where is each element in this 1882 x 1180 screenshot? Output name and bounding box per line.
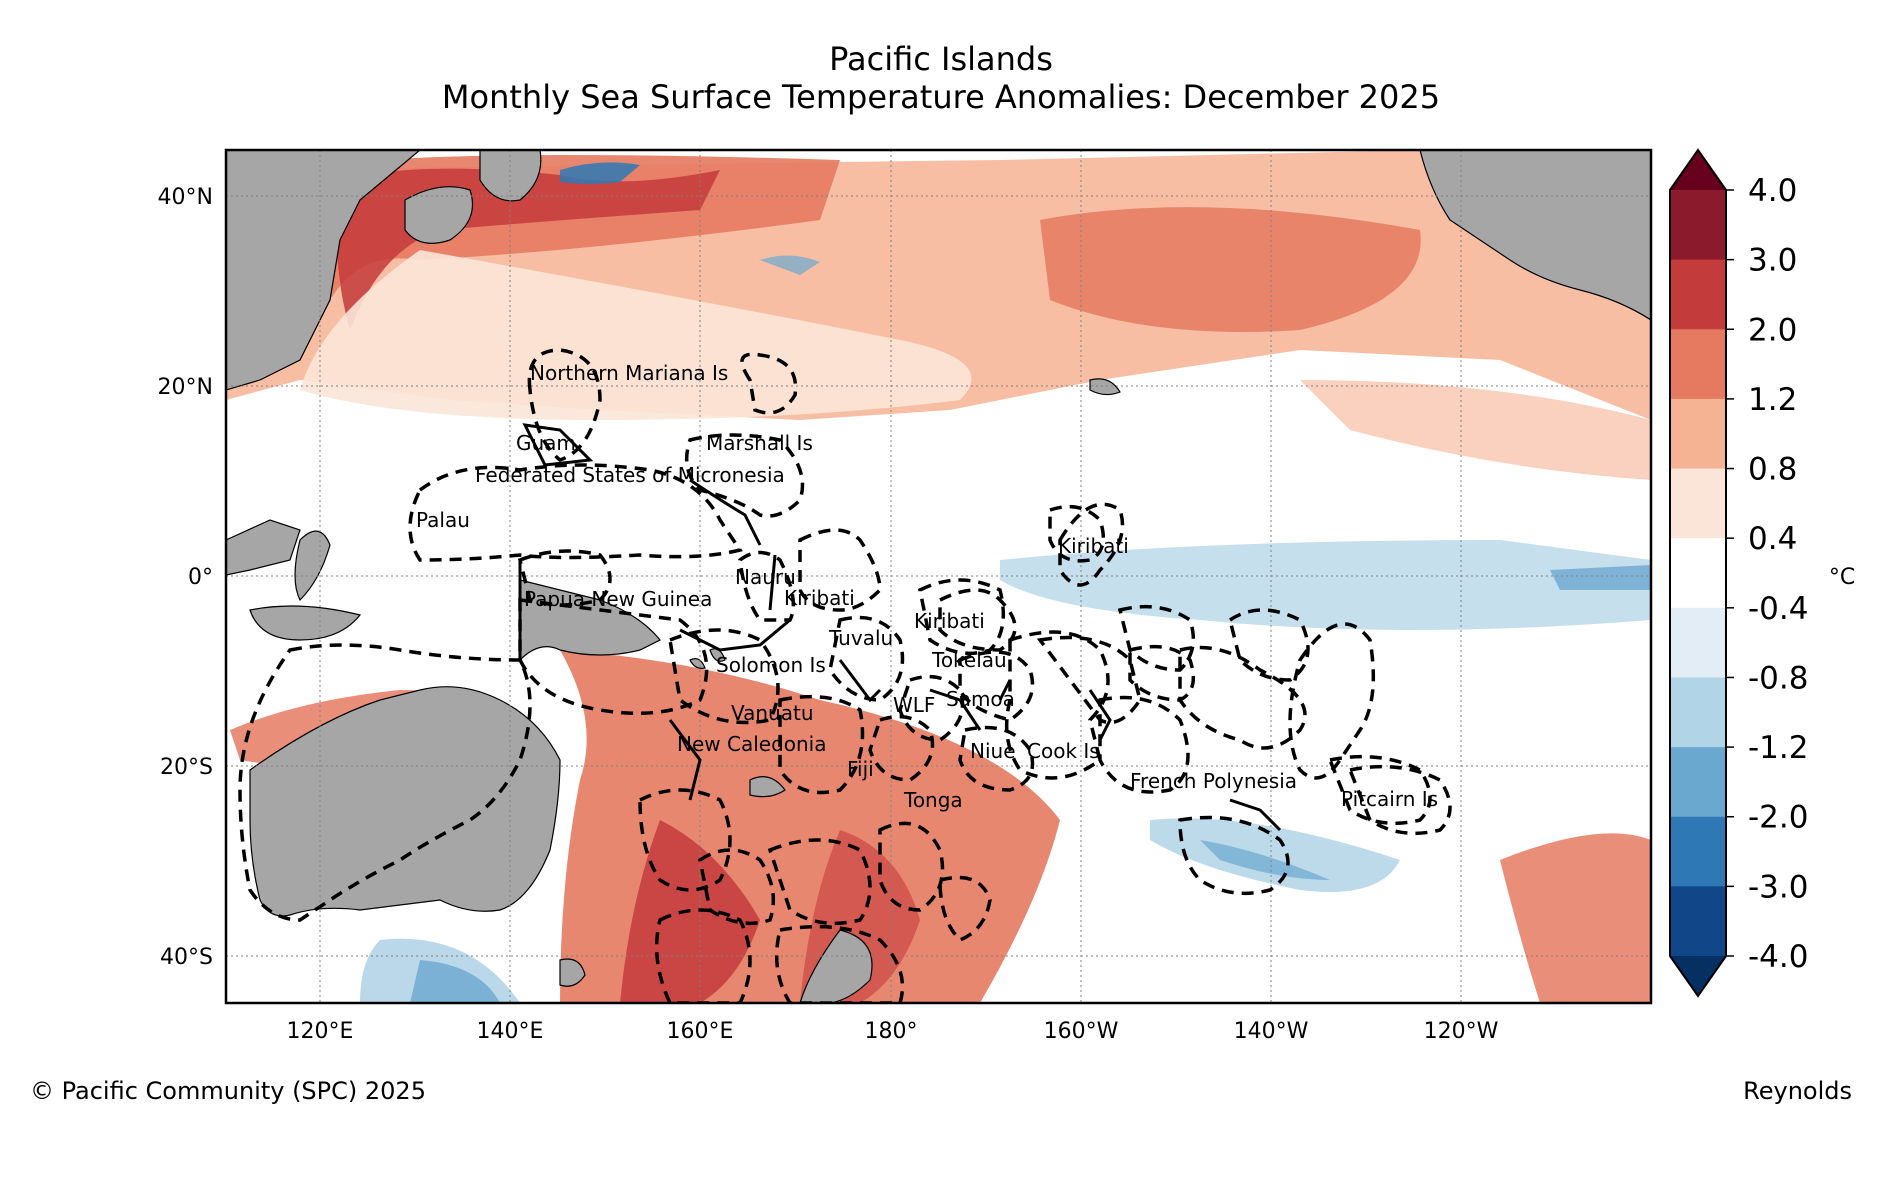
label-nauru: Nauru <box>735 565 796 589</box>
maritime-boundaries <box>518 423 1282 832</box>
label-cook-is: Cook Is <box>1027 739 1100 763</box>
colorbar-tick-label: 4.0 <box>1748 173 1797 209</box>
colorbar-extend-low <box>1670 956 1726 996</box>
land-masses <box>226 150 1651 1003</box>
label-kiribati-phoenix: Kiribati <box>914 609 985 633</box>
label-tonga: Tonga <box>903 788 963 812</box>
colorbar-segment <box>1670 747 1726 818</box>
label-french-polynesia: French Polynesia <box>1130 769 1297 793</box>
map-subtitle: Monthly Sea Surface Temperature Anomalie… <box>441 78 1441 116</box>
label-marshall-is: Marshall Is <box>706 431 813 455</box>
label-solomon-is: Solomon Is <box>716 653 826 677</box>
label-tokelau: Tokelau <box>931 648 1007 672</box>
colorbar-tick-label: 0.4 <box>1748 521 1797 557</box>
map-panel: Northern Mariana Is Guam Marshall Is Fed… <box>226 150 1651 1003</box>
colorbar-tick-label: 3.0 <box>1748 243 1797 279</box>
colorbar-segment <box>1670 538 1726 609</box>
colorbar-tick-label: -4.0 <box>1748 939 1809 975</box>
map-frame <box>224 148 1653 1005</box>
label-wlf: WLF <box>893 693 935 717</box>
label-new-caledonia: New Caledonia <box>677 732 826 756</box>
copyright-text: © Pacific Community (SPC) 2025 <box>30 1077 426 1105</box>
lon-label: 160°W <box>1044 1019 1119 1044</box>
data-source: Reynolds <box>1743 1077 1852 1105</box>
colorbar-segment <box>1670 259 1726 330</box>
colorbar-tick-label: -3.0 <box>1748 869 1809 905</box>
label-palau: Palau <box>416 508 470 532</box>
lon-label: 120°E <box>287 1019 354 1044</box>
colorbar-segment <box>1670 190 1726 261</box>
lon-label: 120°W <box>1424 1019 1499 1044</box>
lat-tick-labels: 40°N 20°N 0° 20°S 40°S <box>158 185 213 970</box>
label-northern-mariana: Northern Mariana Is <box>530 361 728 385</box>
lat-label: 20°N <box>158 375 213 400</box>
lat-label: 40°S <box>160 945 213 970</box>
lat-label: 0° <box>188 565 213 590</box>
colorbar-segment <box>1670 329 1726 400</box>
lon-tick-labels: 120°E 140°E 160°E 180° 160°W 140°W 120°W <box>287 1019 1499 1044</box>
colorbar-labels: 4.0 3.0 2.0 1.2 0.8 0.4 -0.4 -0.8 -1.2 -2.0 -3.0 -4… <box>1726 173 1809 975</box>
lat-label: 40°N <box>158 185 213 210</box>
label-guam: Guam <box>516 431 576 455</box>
lat-label: 20°S <box>160 755 213 780</box>
colorbar-tick-label: -1.2 <box>1748 730 1809 766</box>
label-tuvalu: Tuvalu <box>828 626 893 650</box>
label-samoa: Samoa <box>946 687 1015 711</box>
label-fsm: Federated States of Micronesia <box>475 463 785 487</box>
eez-boundaries <box>238 348 1452 1003</box>
colorbar-tick-label: 1.2 <box>1748 382 1797 418</box>
colorbar-segment <box>1670 816 1726 887</box>
colorbar-tick-label: -0.4 <box>1748 591 1809 627</box>
label-pitcairn-is: Pitcairn Is <box>1341 787 1438 811</box>
lon-label: 180° <box>865 1019 918 1044</box>
label-fiji: Fiji <box>847 757 874 781</box>
colorbar-segment <box>1670 398 1726 470</box>
label-vanuatu: Vanuatu <box>731 701 814 725</box>
colorbar-segment <box>1670 677 1726 748</box>
colorbar-tick-label: 2.0 <box>1748 312 1797 348</box>
colorbar-segment <box>1670 468 1726 539</box>
label-kiribati-line: Kiribati <box>1058 534 1129 558</box>
colorbar-unit: °C <box>1829 565 1855 590</box>
label-kiribati-gilbert: Kiribati <box>784 586 855 610</box>
colorbar-tick-label: 0.8 <box>1748 452 1797 488</box>
region-labels: Northern Mariana Is Guam Marshall Is Fed… <box>416 361 1438 812</box>
colorbar-tick-label: -0.8 <box>1748 660 1809 696</box>
colorbar-segment <box>1670 607 1726 678</box>
lon-label: 140°W <box>1234 1019 1309 1044</box>
colorbar <box>1669 148 1727 998</box>
label-niue: Niue <box>970 739 1016 763</box>
lon-label: 140°E <box>477 1019 544 1044</box>
colorbar-extend-high <box>1670 150 1726 190</box>
colorbar-tick-label: -2.0 <box>1748 800 1809 836</box>
map-title: Pacific Islands <box>829 40 1053 78</box>
colorbar-segment <box>1670 886 1726 957</box>
lon-label: 160°E <box>667 1019 734 1044</box>
label-png: Papua New Guinea <box>524 587 712 611</box>
